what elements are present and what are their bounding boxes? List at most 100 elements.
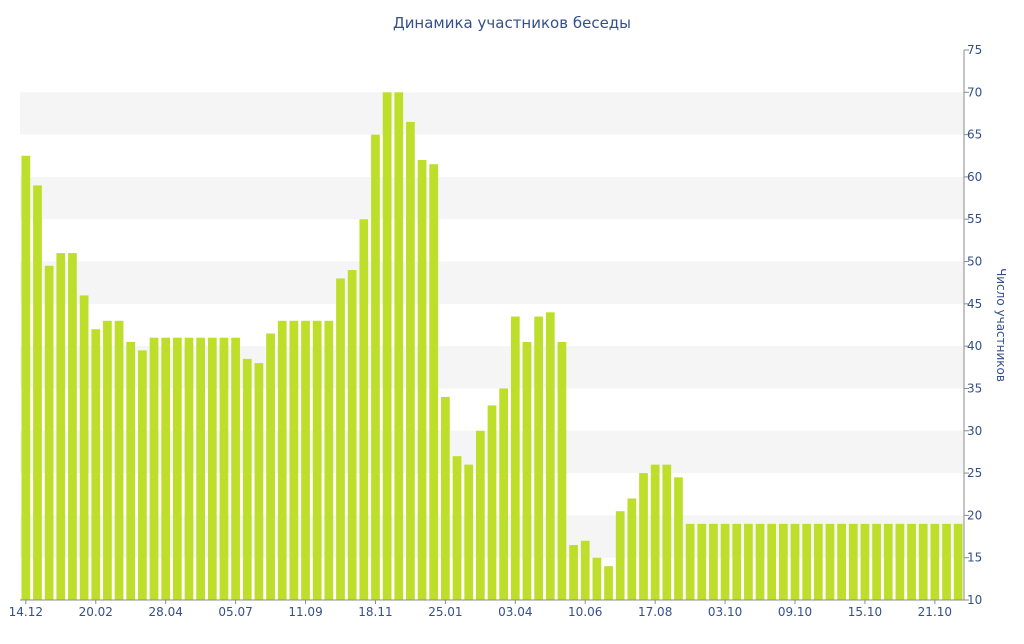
bar[interactable] (138, 350, 147, 600)
bar[interactable] (674, 477, 683, 600)
bar[interactable] (604, 566, 613, 600)
y-tick-label: 20 (967, 508, 982, 522)
bar[interactable] (172, 337, 182, 600)
bar[interactable] (406, 121, 415, 601)
x-tick-label: 18.11 (358, 605, 392, 619)
x-tick-label: 21.10 (918, 605, 952, 619)
bar[interactable] (231, 337, 240, 600)
bar[interactable] (103, 320, 112, 600)
bar[interactable] (720, 523, 730, 600)
y-tick-label: 75 (967, 43, 982, 57)
bar[interactable] (114, 320, 124, 600)
bar[interactable] (371, 134, 380, 600)
bar[interactable] (289, 320, 299, 600)
bar[interactable] (778, 523, 788, 600)
bar[interactable] (522, 341, 532, 600)
bar[interactable] (499, 388, 509, 600)
bar[interactable] (825, 523, 835, 600)
bar[interactable] (592, 557, 602, 600)
bar[interactable] (91, 329, 101, 600)
bar[interactable] (219, 337, 229, 600)
x-tick-label: 03.04 (498, 605, 532, 619)
bar[interactable] (767, 523, 777, 600)
bar[interactable] (639, 473, 648, 600)
bar[interactable] (953, 523, 963, 600)
bar[interactable] (802, 523, 812, 600)
bar[interactable] (615, 511, 625, 600)
bar[interactable] (883, 523, 893, 600)
bar[interactable] (44, 265, 54, 600)
bar[interactable] (534, 316, 543, 600)
bar[interactable] (837, 523, 846, 600)
bar[interactable] (942, 523, 951, 600)
bar[interactable] (33, 185, 42, 600)
bar[interactable] (790, 523, 800, 600)
bar[interactable] (207, 337, 217, 600)
y-tick-label: 45 (967, 297, 982, 311)
bar[interactable] (254, 363, 264, 600)
bar[interactable] (872, 523, 881, 600)
chart-title: Динамика участников беседы (392, 14, 632, 32)
bar[interactable] (685, 523, 695, 600)
bar[interactable] (895, 523, 905, 600)
bar[interactable] (918, 523, 928, 600)
bar[interactable] (429, 164, 439, 601)
bar[interactable] (347, 270, 357, 600)
y-axis-label: Число участников (994, 268, 1008, 382)
bar[interactable] (266, 333, 275, 600)
bar[interactable] (545, 312, 555, 600)
y-tick-label: 30 (967, 424, 982, 438)
bar[interactable] (21, 155, 31, 600)
bar[interactable] (56, 253, 66, 600)
bar[interactable] (697, 523, 707, 600)
y-tick-label: 65 (967, 128, 982, 142)
bar[interactable] (627, 498, 637, 600)
bar[interactable] (324, 320, 334, 600)
bar[interactable] (744, 523, 753, 600)
x-tick-label: 10.06 (568, 605, 602, 619)
x-tick-label: 28.04 (148, 605, 182, 619)
bar[interactable] (732, 523, 742, 600)
bar[interactable] (557, 341, 567, 600)
bar[interactable] (126, 341, 136, 600)
bar[interactable] (848, 523, 858, 600)
bar[interactable] (277, 320, 287, 600)
bar[interactable] (336, 278, 345, 600)
bar[interactable] (709, 523, 718, 600)
bar[interactable] (860, 523, 870, 600)
bar[interactable] (242, 358, 252, 600)
bar[interactable] (382, 92, 392, 600)
bar[interactable] (930, 523, 940, 600)
x-tick-label: 20.02 (79, 605, 113, 619)
bar[interactable] (184, 337, 194, 600)
bar[interactable] (68, 253, 77, 600)
y-tick-label: 35 (967, 381, 982, 395)
x-tick-label: 14.12 (9, 605, 43, 619)
bar[interactable] (487, 405, 497, 600)
bar[interactable] (907, 523, 916, 600)
bar[interactable] (662, 464, 672, 600)
bar[interactable] (441, 396, 450, 600)
y-axis: 10 15 20 25 30 35 40 45 50 55 60 65 70 75 (963, 43, 982, 607)
bar[interactable] (813, 523, 823, 600)
bar[interactable] (755, 523, 765, 600)
bar[interactable] (417, 160, 427, 600)
bar[interactable] (161, 337, 171, 600)
bar[interactable] (452, 456, 462, 600)
bar[interactable] (301, 320, 310, 600)
bar[interactable] (196, 337, 206, 600)
bar[interactable] (149, 337, 159, 600)
x-tick-label: 11.09 (288, 605, 322, 619)
bar[interactable] (359, 219, 369, 601)
bar[interactable] (475, 430, 485, 600)
bar[interactable] (569, 545, 578, 600)
bar[interactable] (312, 320, 322, 600)
bar[interactable] (394, 92, 404, 600)
bar[interactable] (510, 316, 520, 600)
bar[interactable] (580, 540, 590, 600)
bar[interactable] (464, 464, 474, 600)
bar[interactable] (650, 464, 660, 600)
bar[interactable] (79, 295, 89, 600)
